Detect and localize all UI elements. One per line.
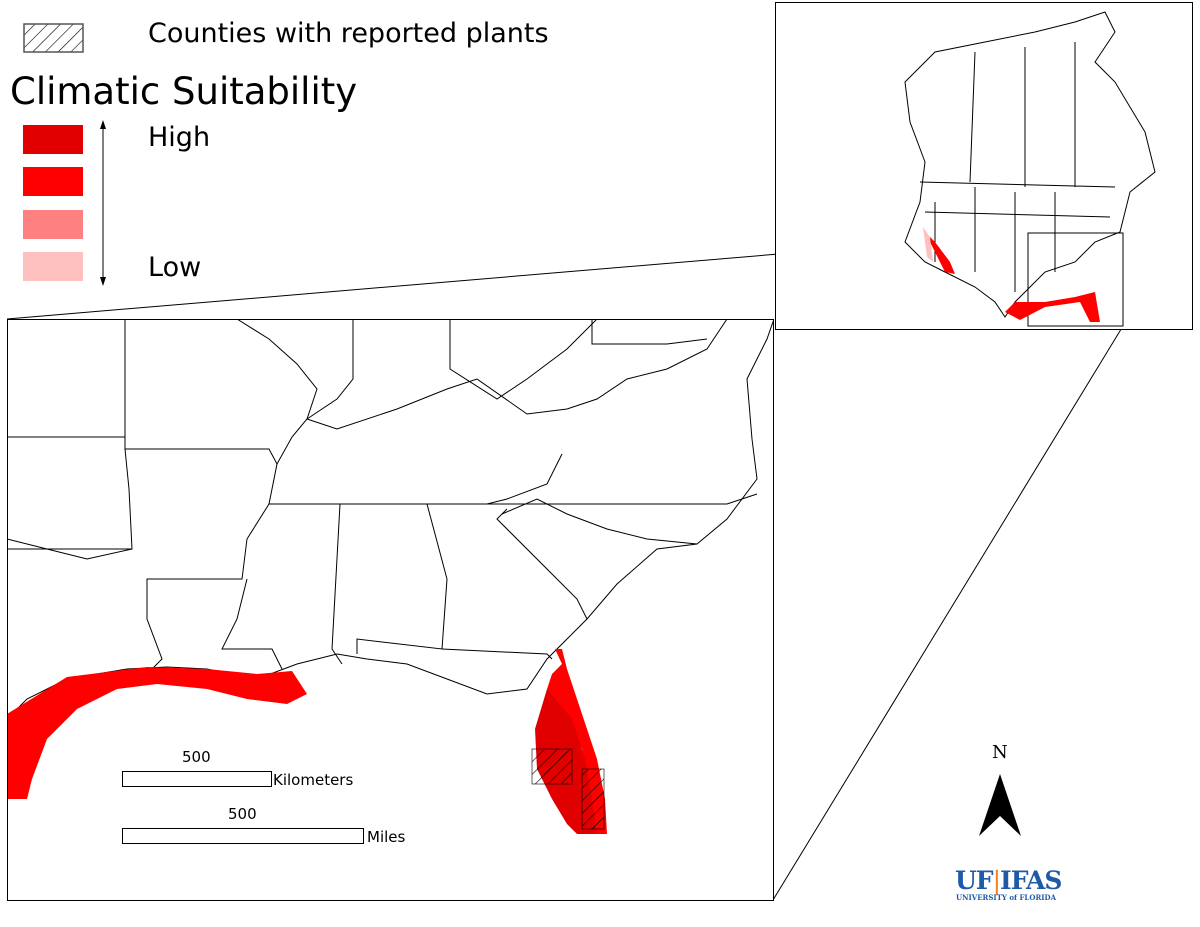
logo-uf: UF — [955, 866, 994, 895]
logo-ifas: IFAS — [1000, 866, 1062, 895]
legend-low-label: Low — [148, 252, 202, 283]
scale-mi-value: 500 — [228, 805, 257, 823]
north-arrow-icon — [979, 774, 1021, 836]
state-boundaries — [7, 319, 774, 720]
legend-swatch-highest — [23, 125, 83, 154]
scale-km-unit: Kilometers — [273, 771, 354, 789]
suitability-areas — [7, 649, 607, 834]
reported-counties-hatch — [531, 748, 605, 830]
scale-mi-unit: Miles — [367, 828, 406, 846]
main-map-frame — [7, 319, 774, 901]
inset-map-north-america — [775, 2, 1193, 330]
gradient-arrow-icon — [100, 120, 106, 286]
legend-swatch-lowest — [23, 252, 83, 281]
scale-bar-km — [122, 771, 272, 787]
ufifas-logo: UF|IFAS — [955, 866, 1062, 895]
legend-high-label: High — [148, 122, 211, 153]
inset-map-frame — [775, 2, 1193, 330]
legend-title: Climatic Suitability — [10, 70, 358, 113]
scale-bar-miles — [122, 828, 364, 844]
legend-swatch-low — [23, 210, 83, 239]
hatch-legend-label: Counties with reported plants — [148, 18, 549, 49]
main-map-southeast-us — [7, 319, 774, 901]
legend-swatch-high — [23, 167, 83, 196]
north-label: N — [992, 742, 1008, 763]
hatch-legend-swatch — [23, 23, 84, 53]
north-america-outline — [904, 11, 1156, 318]
scale-km-value: 500 — [182, 748, 211, 766]
logo-subtitle: UNIVERSITY of FLORIDA — [956, 893, 1057, 902]
inset-extent-box — [1027, 232, 1124, 327]
